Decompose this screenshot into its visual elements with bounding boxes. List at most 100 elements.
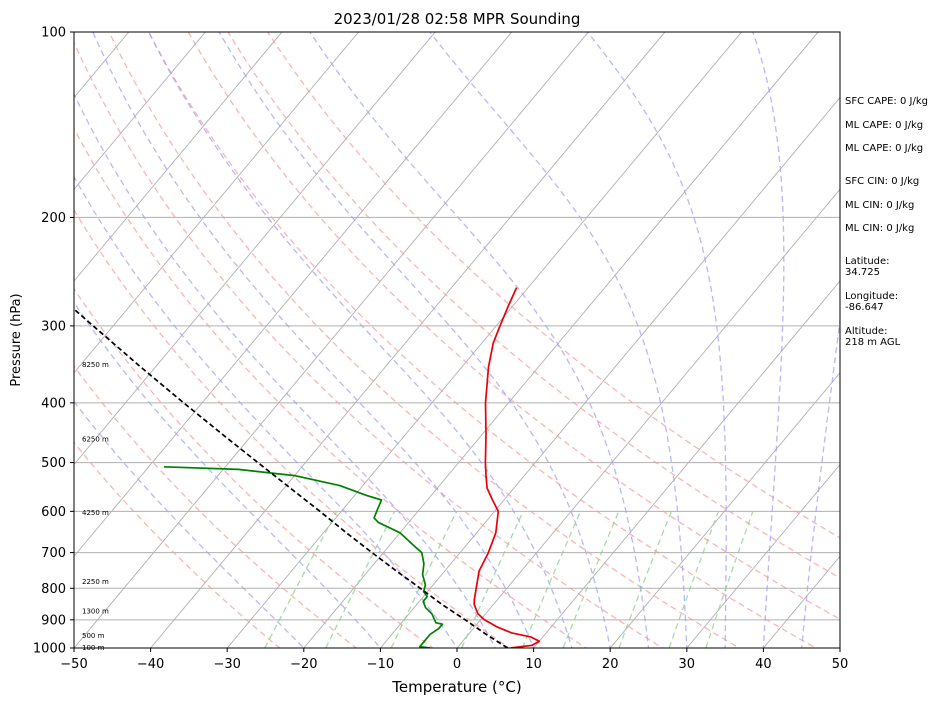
mixing-ratio-line: [618, 511, 672, 648]
y-axis-ticks: 100 200 300 400 500 600 700 800 900 1000: [33, 26, 74, 657]
moist-adiabat-line: [74, 400, 305, 648]
isotherm-line: [303, 32, 819, 648]
dry-adiabat-line: [74, 365, 358, 648]
isotherm-line: [74, 32, 436, 466]
x-tick-label: −20: [290, 657, 317, 672]
moist-adiabat-line: [92, 32, 535, 648]
isotherm-line: [686, 463, 840, 648]
isotherm-line: [226, 32, 743, 648]
chart-title: 2023/01/28 02:58 MPR Sounding: [334, 10, 581, 28]
dry-adiabat-line: [74, 441, 281, 648]
plot-frame: [73, 31, 841, 649]
mixing-ratio-line: [264, 510, 338, 648]
isotherm-line: [150, 32, 666, 648]
dry-adiabat-line: [147, 32, 818, 648]
y-tick-label: 800: [41, 582, 66, 597]
sfc-cape-text: SFC CAPE: 0 J/kg: [845, 96, 928, 107]
x-axis-ticks: −50 −40 −30 −20 −10 0 10 20 30 40 50: [60, 648, 848, 672]
moist-adiabat-line: [218, 32, 611, 648]
dry-adiabat-line: [74, 208, 511, 648]
longitude-value: -86.647: [845, 302, 884, 313]
y-tick-label: 500: [41, 456, 66, 471]
x-tick-label: 50: [832, 657, 849, 672]
isotherm-line: [74, 32, 360, 374]
moist-adiabat-line: [428, 32, 688, 648]
isotherm-line: [456, 188, 840, 648]
x-tick-label: 40: [755, 657, 772, 672]
ml-cape-text-2: ML CAPE: 0 J/kg: [845, 143, 923, 154]
height-label: 1300 m: [82, 608, 109, 616]
y-tick-label: 100: [41, 26, 66, 41]
isotherm-line: [74, 32, 513, 558]
mixing-ratio-line: [390, 511, 458, 648]
mixing-ratio-line: [705, 511, 754, 648]
mixing-ratio-line: [562, 511, 620, 648]
y-tick-label: 1000: [33, 642, 66, 657]
ml-cin-text-2: ML CIN: 0 J/kg: [845, 223, 914, 234]
height-label: 500 m: [82, 632, 105, 640]
moist-adiabat-line: [148, 32, 573, 648]
y-axis-label: Pressure (hPa): [9, 293, 24, 386]
latitude-label: Latitude:: [845, 256, 890, 267]
x-tick-label: −10: [367, 657, 394, 672]
isotherm-line: [379, 96, 840, 648]
x-tick-label: 0: [453, 657, 461, 672]
moist-adiabat-line: [752, 32, 785, 648]
y-tick-label: 600: [41, 505, 66, 520]
altitude-value: 218 m AGL: [845, 337, 901, 348]
ml-cin-text: ML CIN: 0 J/kg: [845, 200, 914, 211]
dry-adiabat-line: [74, 41, 664, 648]
mixing-ratio-line: [668, 511, 720, 648]
x-tick-label: 30: [679, 657, 696, 672]
mixing-ratio-line: [325, 511, 396, 648]
x-tick-label: −40: [137, 657, 164, 672]
y-tick-label: 700: [41, 546, 66, 561]
x-axis-label: Temperature (°C): [391, 678, 521, 696]
sfc-cin-text: SFC CIN: 0 J/kg: [845, 176, 919, 187]
grid-layer: [74, 32, 840, 648]
mixing-ratio-line: [461, 511, 524, 648]
dry-adiabat-line: [108, 32, 741, 648]
y-tick-label: 400: [41, 396, 66, 411]
altitude-label: Altitude:: [845, 326, 887, 337]
series-layer: [74, 287, 541, 648]
isotherm-line: [74, 32, 283, 282]
dewpoint-profile-line: [163, 465, 444, 648]
x-tick-label: 10: [525, 657, 542, 672]
isotherm-line: [74, 32, 589, 648]
latitude-value: 34.725: [845, 267, 880, 278]
y-tick-label: 300: [41, 319, 66, 334]
mixing-ratio-line: [521, 511, 582, 648]
isotherm-line: [609, 372, 840, 648]
height-label: 4250 m: [82, 509, 109, 517]
height-label: 6250 m: [82, 436, 109, 444]
moist-adiabat-line: [74, 175, 458, 648]
isotherm-line: [74, 32, 206, 191]
temperature-profile-line: [473, 287, 541, 648]
longitude-label: Longitude:: [845, 291, 898, 302]
dry-adiabat-line: [74, 127, 588, 648]
dry-adiabat-line: [74, 287, 435, 648]
moist-adiabat-line: [309, 32, 650, 648]
side-annotations: SFC CAPE: 0 J/kg ML CAPE: 0 J/kg ML CAPE…: [845, 96, 928, 348]
x-tick-label: −30: [213, 657, 240, 672]
dry-adiabat-line: [266, 32, 840, 539]
height-label: 2250 m: [82, 578, 109, 586]
x-tick-label: 20: [602, 657, 619, 672]
moist-adiabat-line: [586, 32, 727, 648]
moist-adiabat-line: [74, 92, 497, 648]
isotherm-line: [533, 280, 840, 648]
dry-adiabat-line: [187, 32, 840, 620]
moist-adiabat-line: [801, 315, 840, 648]
moist-adiabat-line: [74, 301, 382, 648]
ml-cape-text: ML CAPE: 0 J/kg: [845, 120, 923, 131]
x-tick-label: −50: [60, 657, 87, 672]
background-lines: [74, 32, 840, 648]
height-label: 8250 m: [82, 361, 109, 369]
dry-adiabat-line: [227, 32, 840, 579]
parcel-profile-line: [74, 307, 509, 648]
y-tick-label: 900: [41, 613, 66, 628]
y-tick-label: 200: [41, 211, 66, 226]
